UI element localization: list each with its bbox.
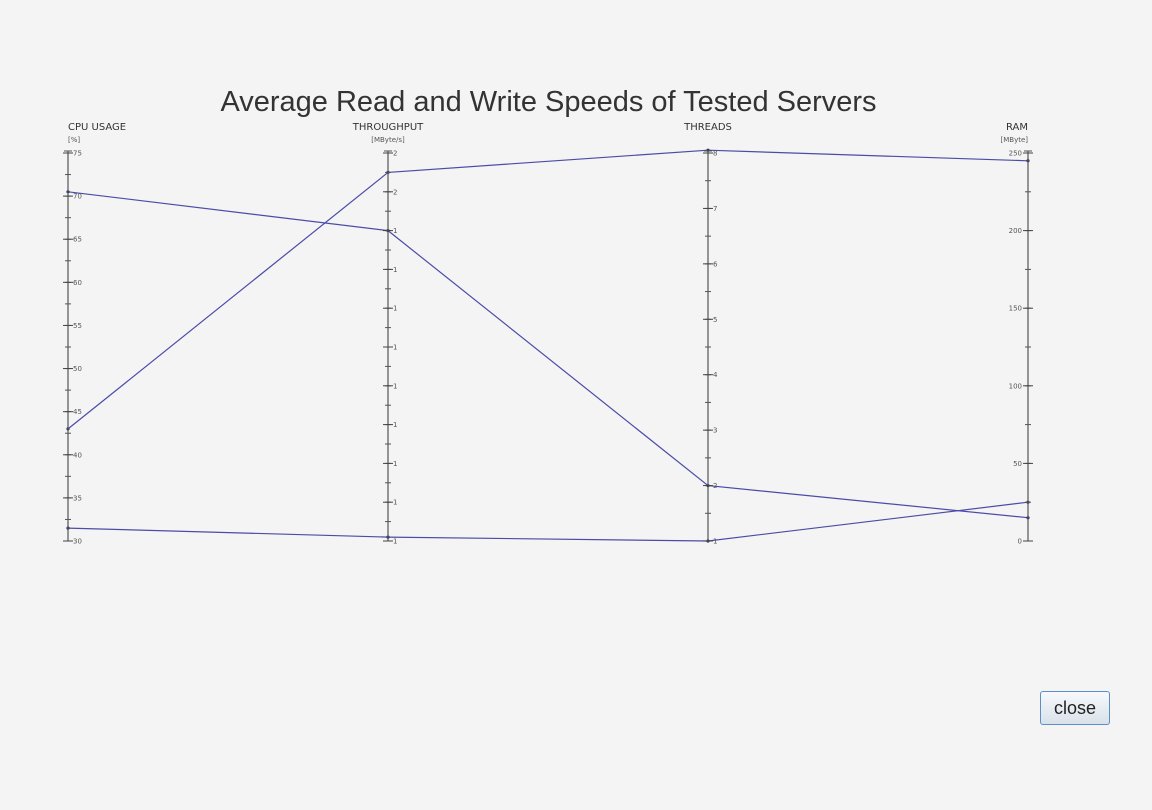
axis-ram: RAM [MByte] 250 200 150 100 50 0	[1001, 122, 1033, 546]
tick-label: 1	[393, 227, 397, 235]
tick-label: 1	[713, 538, 717, 546]
tick-label: 1	[393, 344, 397, 352]
tick-label: 1	[393, 538, 397, 546]
tick-label: 65	[73, 236, 82, 244]
tick-label: 75	[73, 150, 82, 158]
tick-label: 2	[393, 150, 397, 158]
tick-label: 7	[713, 205, 717, 213]
tick-label: 2	[393, 188, 397, 196]
tick-label: 250	[1009, 150, 1022, 158]
tick-label: 200	[1009, 227, 1022, 235]
tick-label: 100	[1009, 382, 1022, 390]
axis-unit: [MByte/s]	[371, 136, 405, 144]
tick-label: 1	[393, 305, 397, 313]
tick-label: 8	[713, 150, 717, 158]
axis-name: THREADS	[683, 122, 732, 133]
parallel-coordinates-chart: CPU USAGE[%]75706560555045403530THROUGHP…	[63, 122, 1033, 546]
tick-label: 150	[1009, 305, 1022, 313]
tick-label: 5	[713, 316, 717, 324]
tick-label: 35	[73, 494, 82, 502]
tick-label: 45	[73, 408, 82, 416]
tick-label: 50	[73, 365, 82, 373]
chart-title: Average Read and Write Speeds of Tested …	[220, 86, 877, 118]
tick-label: 50	[1013, 460, 1022, 468]
tick-label: 60	[73, 279, 82, 287]
tick-label: 55	[73, 322, 82, 330]
axis-unit: [MByte]	[1001, 136, 1029, 144]
record-line-2	[67, 149, 1029, 430]
record-line-3	[67, 501, 1029, 542]
tick-label: 3	[713, 427, 717, 435]
tick-label: 40	[73, 451, 82, 459]
tick-label: 1	[393, 266, 397, 274]
tick-label: 1	[393, 499, 397, 507]
axis-threads: THREADS 8 7 6 5 4 3 2 1	[683, 122, 732, 546]
tick-label: 1	[393, 460, 397, 468]
tick-label: 30	[73, 538, 82, 546]
axis-name: RAM	[1006, 122, 1028, 133]
tick-label: 6	[713, 260, 718, 268]
records-layer	[66, 148, 1030, 543]
tick-label: 0	[1018, 538, 1022, 546]
axes-layer: CPU USAGE[%]75706560555045403530THROUGHP…	[63, 122, 1033, 546]
tick-label: 1	[393, 421, 397, 429]
axis-unit: [%]	[68, 136, 80, 144]
axis-name: CPU USAGE	[68, 122, 126, 133]
axis-throughput: THROUGHPUT [MByte/s] 2 2 1 1 1 1 1 1 1 1 1	[352, 122, 424, 546]
tick-label: 1	[393, 382, 397, 390]
tick-label: 70	[73, 193, 82, 201]
axis-cpu-usage: CPU USAGE [%] 75 70 65 60 55 50 45 40 35 30	[63, 122, 126, 546]
record-line-1	[67, 191, 1029, 519]
tick-label: 4	[713, 371, 718, 379]
tick-label: 2	[713, 482, 717, 490]
axis-name: THROUGHPUT	[352, 122, 424, 133]
close-button[interactable]: close	[1040, 691, 1110, 725]
